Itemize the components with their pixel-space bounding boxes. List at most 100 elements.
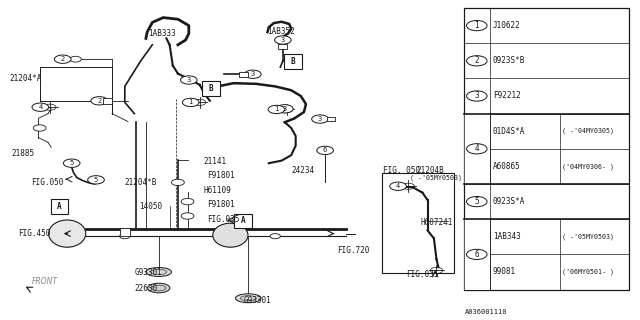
Text: 1AB343: 1AB343 [493,232,520,241]
Text: ('06MY0501- ): ('06MY0501- ) [562,269,614,275]
Circle shape [120,234,130,239]
Text: A: A [241,216,246,225]
Text: 22630: 22630 [134,284,157,293]
Circle shape [180,76,197,84]
Text: 3: 3 [474,92,479,100]
Circle shape [63,159,80,167]
Text: F92212: F92212 [493,92,520,100]
Text: 99081: 99081 [493,268,516,276]
Circle shape [276,105,293,113]
Circle shape [32,103,49,111]
Bar [464,8,629,290]
Text: 01D4S*A: 01D4S*A [493,127,525,136]
Text: 21204*B: 21204*B [125,178,157,187]
Text: ( -'05MY0503): ( -'05MY0503) [562,234,614,240]
Bar [202,81,220,96]
Text: FIG.050: FIG.050 [31,178,63,187]
Text: FIG.720: FIG.720 [337,246,370,255]
Text: H607241: H607241 [420,218,453,227]
Bar [239,72,248,77]
Circle shape [390,182,406,190]
Ellipse shape [49,220,86,247]
Text: 3: 3 [187,77,191,83]
Text: 6: 6 [474,250,479,259]
Text: 0923S*B: 0923S*B [493,56,525,65]
Text: J10622: J10622 [493,21,520,30]
Bar [284,54,302,68]
Text: ( -'05MY0503): ( -'05MY0503) [410,174,461,181]
Bar [120,228,130,236]
Bar [382,173,454,273]
Bar [327,117,335,121]
Text: A60865: A60865 [493,162,520,171]
Text: 1AB333: 1AB333 [148,29,176,38]
Text: 3: 3 [251,71,255,77]
Text: A: A [57,202,62,211]
Circle shape [91,97,108,105]
Text: 5: 5 [474,197,479,206]
Text: 4: 4 [38,104,42,110]
Text: B: B [291,57,296,66]
Text: 2: 2 [474,56,479,65]
Circle shape [182,98,199,107]
Text: 0923S*A: 0923S*A [493,197,525,206]
Text: A036001110: A036001110 [465,309,507,315]
Circle shape [244,70,261,78]
Ellipse shape [148,283,170,293]
Circle shape [181,213,194,219]
Text: ('04MY0306- ): ('04MY0306- ) [562,163,614,170]
Text: B: B [209,84,214,93]
Circle shape [270,234,280,239]
Text: 1AB352: 1AB352 [268,28,295,36]
Bar [464,114,490,184]
Text: FIG.035: FIG.035 [406,270,438,279]
Bar [51,199,68,214]
Text: 5: 5 [94,177,98,183]
Circle shape [70,56,81,62]
Text: FIG. 050: FIG. 050 [383,166,420,175]
Text: ( -'04MY0305): ( -'04MY0305) [562,128,614,134]
Ellipse shape [236,294,261,303]
Text: 24234: 24234 [291,166,314,175]
Circle shape [317,146,333,155]
Text: 6: 6 [323,148,327,153]
Circle shape [54,55,71,63]
Text: 3: 3 [281,37,285,43]
Bar [103,98,112,104]
Circle shape [467,91,487,101]
Bar [278,44,287,49]
Circle shape [467,56,487,66]
Circle shape [88,176,104,184]
Circle shape [181,198,194,205]
Text: 5: 5 [70,160,74,166]
Circle shape [312,115,328,123]
Circle shape [275,36,291,44]
Text: 21141: 21141 [204,157,227,166]
Text: 3: 3 [318,116,322,122]
Text: 2: 2 [61,56,65,62]
Text: FIG.450: FIG.450 [18,229,51,238]
Text: H61109: H61109 [204,186,231,195]
Text: G93301: G93301 [134,268,162,277]
Circle shape [467,249,487,260]
Text: F91801: F91801 [207,172,234,180]
Text: 3: 3 [283,106,287,112]
Text: FIG.035: FIG.035 [207,215,239,224]
Text: 4: 4 [474,144,479,153]
Text: 2: 2 [97,98,101,104]
Bar [234,214,252,228]
Text: FRONT: FRONT [32,277,58,286]
Circle shape [467,196,487,207]
Text: 21885: 21885 [12,149,35,158]
Text: 21204*A: 21204*A [10,74,42,83]
Circle shape [172,179,184,186]
Circle shape [467,20,487,31]
Circle shape [33,125,46,131]
Text: 14050: 14050 [140,202,163,211]
Text: F91801: F91801 [207,200,234,209]
Circle shape [467,144,487,154]
Text: 1: 1 [275,107,278,112]
Ellipse shape [146,268,172,276]
Text: 21204B: 21204B [417,166,444,175]
Ellipse shape [212,223,248,247]
